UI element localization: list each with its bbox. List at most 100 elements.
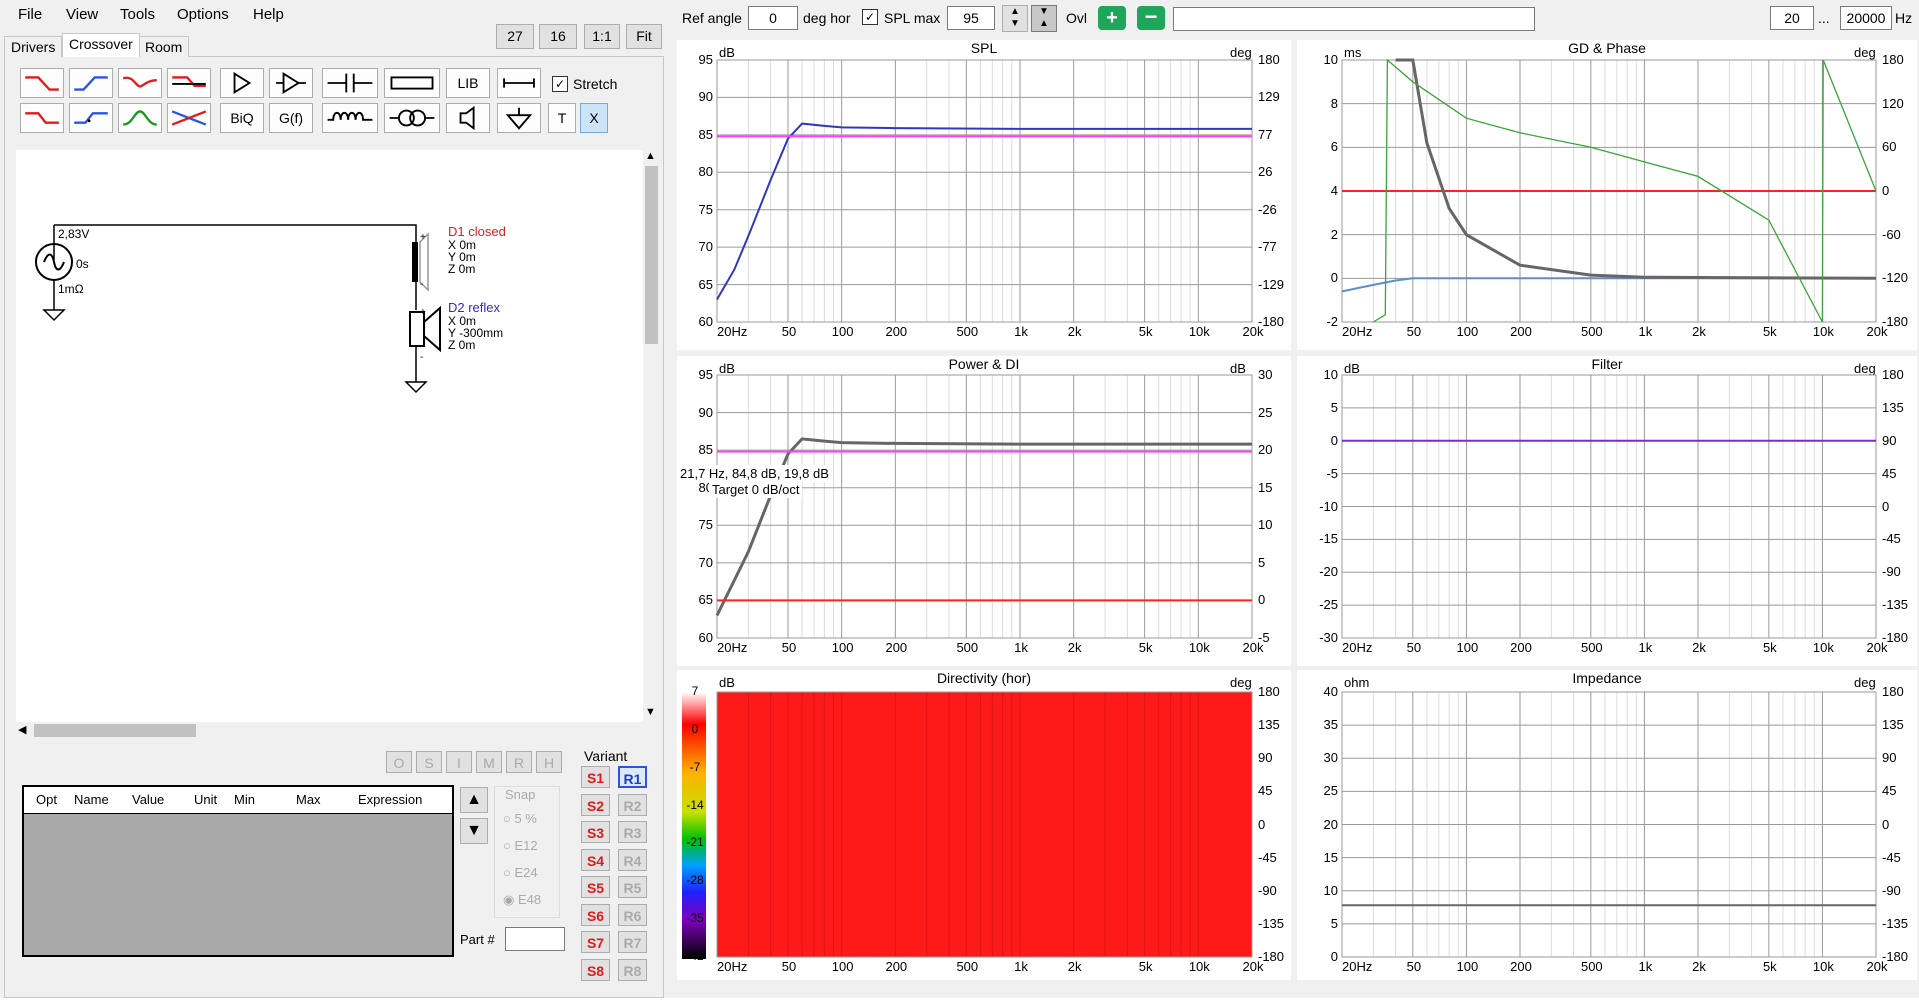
scroll-thumb[interactable] [645, 166, 658, 344]
chart-title-directivity: Directivity (hor) [936, 670, 1032, 686]
variant-r3-button[interactable]: R3 [618, 821, 647, 843]
transfer-function-button[interactable]: G(f) [269, 103, 313, 133]
delete-tool-button[interactable]: X [580, 103, 608, 133]
menu-file[interactable]: File [18, 6, 43, 23]
spl-max-checkbox[interactable]: ✓ [862, 9, 878, 25]
tab-room[interactable]: Room [138, 36, 190, 57]
chart-panel-power[interactable]: Power & DI dB dB 20Hz 50 100 200 500 1k 2k 5k 10k 20… [677, 356, 1291, 666]
transformer-icon[interactable] [384, 103, 440, 133]
resistor-icon[interactable] [384, 68, 440, 98]
snap-e24-radio[interactable]: ○ E24 [503, 865, 538, 880]
variant-r8-button[interactable]: R8 [618, 958, 647, 981]
zoom-fit-button[interactable]: Fit [626, 24, 662, 49]
col-min[interactable]: Min [234, 792, 255, 807]
driver-d2-label[interactable]: D2 reflex [448, 300, 501, 315]
chart-panel-impedance[interactable]: Impedance ohm deg 20Hz 50 100 200 500 1k 2k 5k 10k 2… [1297, 670, 1917, 980]
inductor-icon[interactable] [322, 103, 378, 133]
variant-r7-button[interactable]: R7 [618, 931, 647, 953]
variant-r5-button[interactable]: R5 [618, 876, 647, 898]
highpass-first-order-tool[interactable] [69, 103, 113, 133]
variant-s6-button[interactable]: S6 [581, 903, 610, 926]
schematic-horizontal-scrollbar[interactable]: ◀ [16, 722, 643, 739]
variant-s7-button[interactable]: S7 [581, 931, 610, 953]
schematic-vertical-scrollbar[interactable]: ▲ ▼ [643, 150, 660, 722]
ground-icon[interactable] [497, 103, 541, 133]
col-opt[interactable]: Opt [36, 792, 57, 807]
biquad-button[interactable]: BiQ [220, 103, 264, 133]
lowpass-tool[interactable] [20, 68, 64, 98]
ref-angle-input[interactable]: 0 [748, 6, 798, 30]
freq-from-input[interactable]: 20 [1770, 6, 1814, 30]
opt-m-button[interactable]: M [476, 751, 502, 773]
tab-drivers[interactable]: Drivers [4, 36, 63, 57]
zoom-1to1-button[interactable]: 1:1 [584, 24, 620, 49]
zoom-27-button[interactable]: 27 [496, 24, 534, 49]
part-number-input[interactable] [505, 927, 565, 951]
overlay-remove-icon[interactable]: − [1137, 6, 1165, 30]
variant-r1-button[interactable]: R1 [618, 766, 647, 788]
col-value[interactable]: Value [132, 792, 165, 807]
snap-5pct-radio[interactable]: ○ 5 % [503, 811, 537, 826]
capacitor-icon[interactable] [322, 68, 378, 98]
bandpass-tool[interactable] [118, 103, 162, 133]
shelf-tool[interactable] [167, 68, 211, 98]
menu-view[interactable]: View [66, 6, 99, 23]
spl-max-input[interactable]: 95 [947, 6, 995, 30]
zoom-16-button[interactable]: 16 [539, 24, 577, 49]
lowpass-first-order-tool[interactable] [20, 103, 64, 133]
snap-e12-radio[interactable]: ○ E12 [503, 838, 538, 853]
variant-s2-button[interactable]: S2 [581, 793, 610, 816]
chart-panel-spl[interactable]: SPL dB deg 20Hz 50 100 200 500 1k 2k 5k 10k 20k 95 90 8… [677, 40, 1291, 350]
chart-panel-filter[interactable]: Filter dB deg 20Hz 50 100 200 500 1k 2k 5k 10k 20k 10… [1297, 356, 1917, 666]
library-button[interactable]: LIB [446, 68, 490, 98]
stretch-checkbox[interactable]: ✓ [552, 76, 568, 92]
spl-zoom-icon[interactable]: ▼ ▲ [1031, 5, 1057, 32]
message-field[interactable] [1173, 7, 1535, 31]
col-max[interactable]: Max [296, 792, 321, 807]
variant-s3-button[interactable]: S3 [581, 821, 610, 843]
chart-panel-directivity[interactable]: Directivity (hor) dB deg 20Hz 50 100 200 500 1k 2… [677, 670, 1291, 980]
opt-r-button[interactable]: R [506, 751, 532, 773]
text-tool-button[interactable]: T [548, 103, 576, 133]
menu-options[interactable]: Options [177, 6, 229, 23]
highpass-tool[interactable] [69, 68, 113, 98]
tab-crossover[interactable]: Crossover [62, 33, 140, 57]
wire-icon[interactable] [497, 68, 541, 98]
scroll-up-icon[interactable]: ▲ [645, 150, 656, 162]
col-name[interactable]: Name [74, 792, 109, 807]
snap-e48-radio[interactable]: ◉ E48 [503, 892, 542, 907]
freq-to-input[interactable]: 20000 [1840, 6, 1892, 30]
menu-help[interactable]: Help [253, 6, 284, 23]
variant-s4-button[interactable]: S4 [581, 848, 610, 871]
move-down-icon[interactable]: ▼ [460, 818, 488, 844]
driver-d1-label[interactable]: D1 closed [448, 224, 506, 239]
col-expression[interactable]: Expression [358, 792, 423, 807]
variant-r2-button[interactable]: R2 [618, 793, 647, 816]
opt-o-button[interactable]: O [386, 751, 412, 773]
variant-r6-button[interactable]: R6 [618, 903, 647, 926]
opt-s-button[interactable]: S [416, 751, 442, 773]
col-unit[interactable]: Unit [194, 792, 218, 807]
parts-table[interactable]: Opt Name Value Unit Min Max Expression [22, 785, 454, 957]
y-left-tick-gd-3: 4 [1330, 183, 1338, 198]
variant-s5-button[interactable]: S5 [581, 876, 610, 898]
speaker-icon[interactable] [446, 103, 490, 133]
scroll-down-icon[interactable]: ▼ [645, 706, 656, 718]
buffer-icon[interactable] [269, 68, 313, 98]
spl-stepper-icon[interactable]: ▲ ▼ [1002, 5, 1028, 32]
variant-r4-button[interactable]: R4 [618, 848, 647, 871]
notch-tool[interactable] [118, 68, 162, 98]
overlay-add-icon[interactable]: + [1098, 6, 1126, 30]
opt-h-button[interactable]: H [536, 751, 562, 773]
opt-i-button[interactable]: I [446, 751, 472, 773]
schematic-canvas[interactable]: + - + - 2,83V 0s 1mΩ D1 closed X 0m Y 0m… [16, 150, 643, 722]
variant-s1-button[interactable]: S1 [581, 766, 610, 788]
crossover-tool[interactable] [167, 103, 211, 133]
menu-tools[interactable]: Tools [120, 6, 156, 23]
hscroll-thumb[interactable] [34, 724, 196, 737]
move-up-icon[interactable]: ▲ [460, 787, 488, 813]
variant-s8-button[interactable]: S8 [581, 958, 610, 981]
scroll-left-icon[interactable]: ◀ [18, 724, 27, 736]
chart-panel-gd[interactable]: GD & Phase ms deg 20Hz 50 100 200 500 1k 2k 5k 10k 2… [1297, 40, 1917, 350]
amplifier-icon[interactable] [220, 68, 264, 98]
